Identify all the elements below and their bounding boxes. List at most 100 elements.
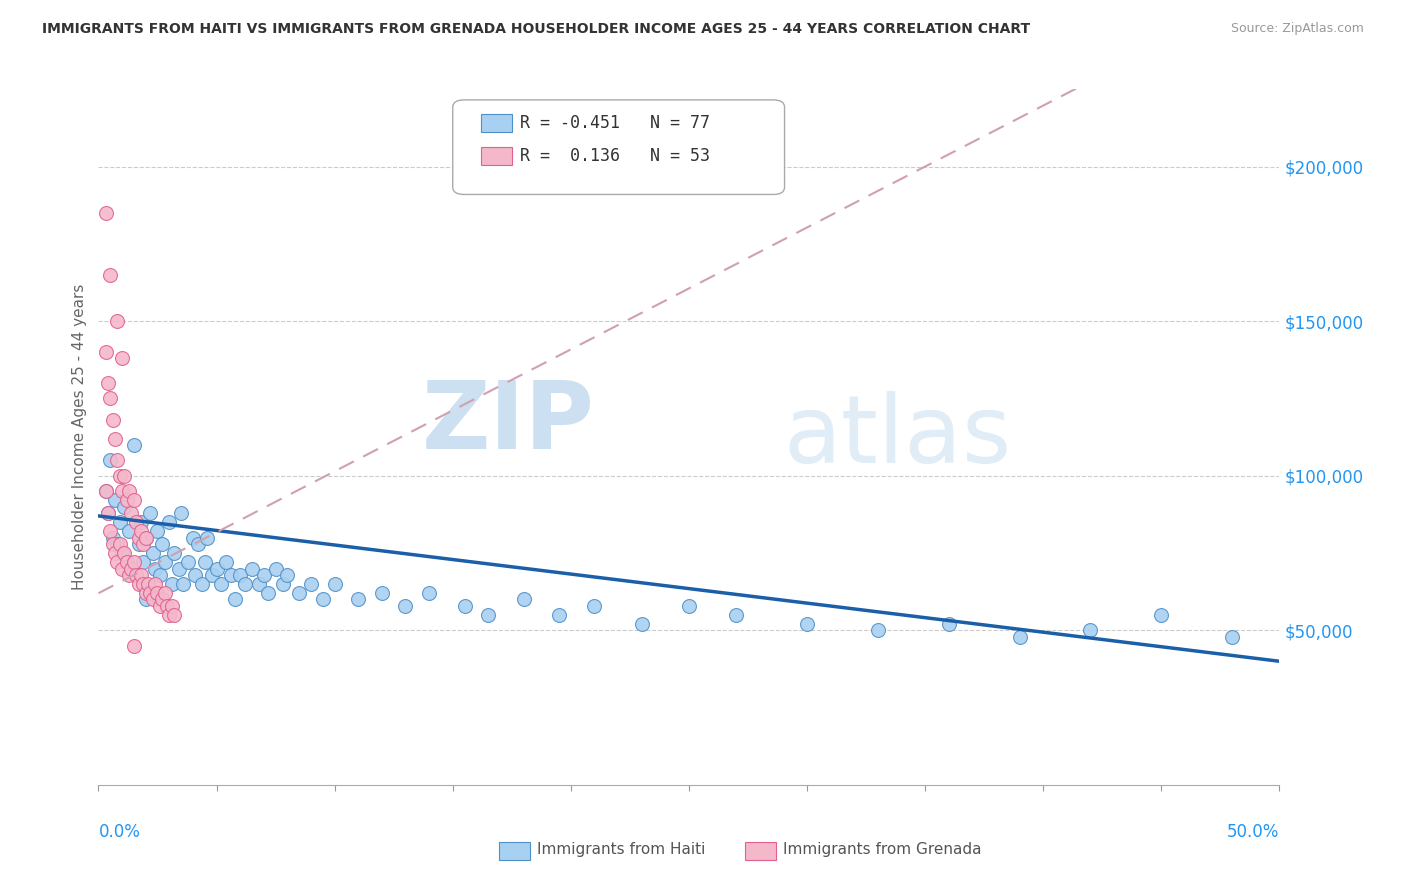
- Point: [112, 468, 135, 483]
- Point: [105, 555, 128, 569]
- Point: [108, 515, 131, 529]
- Y-axis label: Householder Income Ages 25 - 44 years: Householder Income Ages 25 - 44 years: [72, 284, 87, 591]
- Point: [187, 537, 209, 551]
- Point: [271, 577, 294, 591]
- Point: [160, 577, 183, 591]
- Point: [111, 546, 134, 560]
- Point: [477, 607, 499, 622]
- Point: [1150, 607, 1173, 622]
- Point: [97, 376, 120, 390]
- Point: [149, 567, 172, 582]
- Point: [195, 531, 218, 545]
- Point: [132, 577, 155, 591]
- Text: IMMIGRANTS FROM HAITI VS IMMIGRANTS FROM GRENADA HOUSEHOLDER INCOME AGES 25 - 44: IMMIGRANTS FROM HAITI VS IMMIGRANTS FROM…: [42, 22, 1031, 37]
- Point: [121, 561, 143, 575]
- Point: [167, 561, 190, 575]
- Point: [394, 599, 416, 613]
- Point: [108, 468, 131, 483]
- Point: [172, 577, 194, 591]
- Point: [170, 506, 193, 520]
- Text: ZIP: ZIP: [422, 377, 595, 469]
- Point: [122, 493, 145, 508]
- Point: [181, 531, 204, 545]
- Point: [122, 639, 145, 653]
- Point: [512, 592, 534, 607]
- Point: [418, 586, 440, 600]
- Point: [153, 555, 176, 569]
- Point: [143, 561, 166, 575]
- Point: [276, 567, 298, 582]
- Point: [136, 577, 159, 591]
- Point: [128, 537, 150, 551]
- Point: [215, 555, 238, 569]
- Point: [118, 484, 141, 499]
- Point: [1220, 630, 1243, 644]
- Point: [125, 515, 148, 529]
- Point: [153, 586, 176, 600]
- Point: [105, 314, 128, 328]
- Point: [122, 555, 145, 569]
- Point: [142, 592, 165, 607]
- Point: [347, 592, 370, 607]
- Point: [101, 531, 124, 545]
- Point: [205, 561, 228, 575]
- Point: [135, 586, 157, 600]
- Point: [128, 577, 150, 591]
- Point: [866, 624, 889, 638]
- Point: [135, 592, 157, 607]
- Point: [453, 599, 475, 613]
- Point: [146, 586, 169, 600]
- Point: [94, 484, 117, 499]
- Point: [156, 599, 179, 613]
- Point: [129, 515, 152, 529]
- Point: [94, 206, 117, 220]
- Point: [299, 577, 322, 591]
- Point: [135, 531, 157, 545]
- Text: R = -0.451   N = 77: R = -0.451 N = 77: [520, 114, 710, 132]
- Point: [98, 453, 121, 467]
- Point: [177, 555, 200, 569]
- Point: [135, 531, 157, 545]
- Point: [150, 537, 173, 551]
- Text: R =  0.136   N = 53: R = 0.136 N = 53: [520, 147, 710, 165]
- Point: [160, 599, 183, 613]
- Point: [111, 484, 134, 499]
- Point: [233, 577, 256, 591]
- Point: [121, 506, 143, 520]
- Point: [143, 577, 166, 591]
- Point: [97, 506, 120, 520]
- Point: [312, 592, 335, 607]
- Point: [139, 586, 162, 600]
- Point: [112, 546, 135, 560]
- Point: [149, 599, 172, 613]
- Point: [104, 432, 127, 446]
- Point: [184, 567, 207, 582]
- Point: [122, 438, 145, 452]
- Point: [257, 586, 280, 600]
- Point: [229, 567, 252, 582]
- Text: 0.0%: 0.0%: [98, 823, 141, 841]
- Point: [288, 586, 311, 600]
- Point: [1008, 630, 1031, 644]
- Point: [112, 500, 135, 514]
- Point: [224, 592, 246, 607]
- Point: [111, 351, 134, 366]
- Point: [240, 561, 263, 575]
- Point: [323, 577, 346, 591]
- Point: [139, 506, 162, 520]
- Point: [129, 567, 152, 582]
- Point: [678, 599, 700, 613]
- Point: [157, 607, 180, 622]
- Point: [191, 577, 214, 591]
- Point: [104, 493, 127, 508]
- Point: [247, 577, 270, 591]
- Point: [548, 607, 571, 622]
- Point: [118, 524, 141, 539]
- Point: [796, 617, 818, 632]
- Point: [163, 607, 186, 622]
- Point: [125, 567, 148, 582]
- Point: [157, 515, 180, 529]
- Text: atlas: atlas: [783, 391, 1012, 483]
- Point: [371, 586, 394, 600]
- Point: [630, 617, 652, 632]
